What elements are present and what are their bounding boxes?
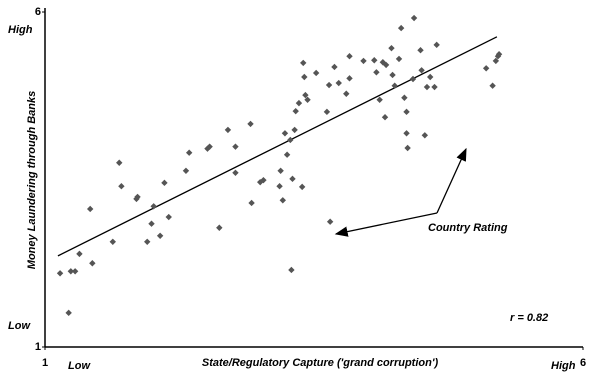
- arrow: [334, 212, 438, 237]
- point: [346, 53, 353, 60]
- point: [346, 75, 353, 82]
- point: [397, 24, 405, 32]
- point: [65, 309, 72, 317]
- point: [431, 83, 438, 91]
- point: [382, 61, 390, 69]
- point: [489, 82, 496, 89]
- point: [312, 69, 320, 77]
- point: [292, 107, 299, 115]
- point: [281, 130, 289, 137]
- point: [395, 55, 403, 63]
- point: [156, 232, 164, 239]
- point: [298, 183, 306, 191]
- point: [423, 83, 431, 91]
- x-high-label: High: [551, 360, 576, 372]
- point: [301, 73, 308, 81]
- point: [109, 238, 116, 246]
- point: [134, 193, 141, 201]
- point: [409, 75, 417, 83]
- point: [410, 14, 418, 22]
- y-high-label: High: [8, 24, 33, 36]
- point: [144, 238, 151, 246]
- point: [276, 183, 283, 190]
- point: [287, 136, 294, 144]
- x-axis-title: State/Regulatory Capture ('grand corrupt…: [202, 357, 439, 369]
- point: [433, 41, 440, 49]
- point: [247, 120, 254, 128]
- point: [279, 197, 286, 204]
- point: [165, 213, 172, 221]
- r-label: r = 0.82: [510, 312, 548, 324]
- point: [300, 59, 307, 67]
- point: [403, 108, 410, 116]
- point: [56, 270, 64, 277]
- point: [216, 224, 223, 231]
- point: [325, 81, 333, 89]
- point: [482, 65, 490, 72]
- point: [185, 149, 193, 156]
- x-tick-label: 6: [580, 357, 586, 369]
- y-tick-label: 6: [35, 6, 41, 18]
- point: [401, 94, 408, 101]
- point: [224, 126, 232, 134]
- point: [427, 73, 434, 81]
- point: [289, 175, 296, 183]
- point: [248, 199, 255, 207]
- point: [291, 126, 298, 134]
- point: [376, 96, 383, 103]
- point: [323, 108, 331, 116]
- point: [86, 205, 94, 213]
- point: [161, 179, 168, 187]
- point: [381, 113, 389, 121]
- point: [76, 250, 83, 258]
- point: [360, 57, 367, 65]
- point: [391, 82, 398, 89]
- point: [326, 218, 334, 225]
- x-tick-label: 1: [42, 357, 48, 369]
- point: [388, 44, 395, 52]
- point: [421, 132, 429, 139]
- point: [373, 69, 380, 76]
- point: [118, 183, 125, 190]
- point: [343, 90, 350, 97]
- point: [495, 51, 503, 58]
- point: [206, 143, 213, 150]
- y-axis-title: Money Laundering through Banks: [26, 91, 38, 269]
- point: [232, 143, 239, 150]
- point: [331, 63, 338, 71]
- point: [277, 167, 284, 174]
- point: [150, 203, 157, 210]
- point: [260, 176, 267, 184]
- point: [492, 57, 500, 65]
- y-low-label: Low: [8, 320, 31, 332]
- point: [283, 151, 291, 158]
- point: [116, 159, 123, 166]
- annotation: Country Rating: [428, 222, 508, 234]
- point: [232, 169, 239, 176]
- point: [89, 260, 96, 267]
- x-low-label: Low: [68, 360, 91, 372]
- trend-line: [57, 36, 498, 257]
- point: [389, 71, 396, 79]
- point: [67, 268, 75, 275]
- point: [288, 266, 295, 274]
- point: [302, 91, 309, 99]
- arrow: [436, 147, 467, 214]
- point: [71, 268, 79, 275]
- point: [295, 99, 303, 107]
- point: [418, 67, 425, 74]
- y-tick-label: 1: [35, 341, 41, 353]
- point: [404, 144, 411, 152]
- point: [403, 130, 410, 137]
- point: [182, 167, 190, 174]
- point: [417, 46, 424, 54]
- point: [335, 79, 342, 87]
- point: [304, 96, 311, 103]
- point: [371, 57, 378, 64]
- point: [148, 220, 155, 227]
